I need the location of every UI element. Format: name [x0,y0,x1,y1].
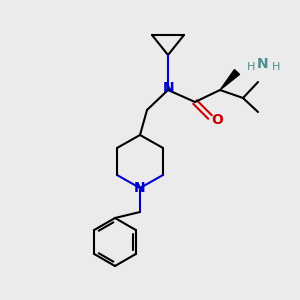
Polygon shape [220,70,239,90]
Text: N: N [134,181,146,195]
Text: H: H [247,62,255,72]
Text: N: N [257,57,269,71]
Text: O: O [211,113,223,127]
Text: H: H [272,62,280,72]
Text: N: N [163,81,175,95]
